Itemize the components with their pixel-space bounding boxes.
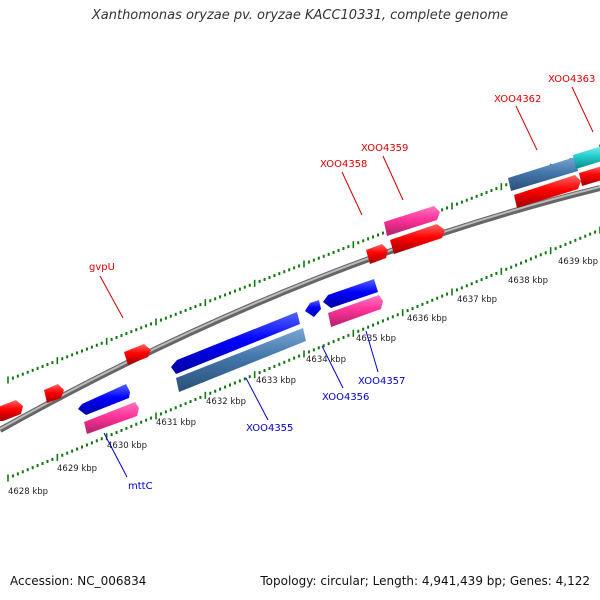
leader-lines	[99, 86, 594, 478]
gene-label-xoo4356[interactable]: XOO4356	[322, 392, 369, 403]
gene-label-xoo4363[interactable]: XOO4363	[548, 74, 595, 85]
kbp-labels: 4628 kbp 4629 kbp 4630 kbp 4631 kbp 4632…	[8, 257, 598, 497]
gene-label-xoo4359[interactable]: XOO4359	[361, 143, 408, 154]
kbp-label: 4639 kbp	[558, 257, 598, 267]
feature-rna[interactable]	[328, 295, 383, 327]
feature-cds[interactable]	[323, 279, 378, 308]
feature-cds[interactable]	[579, 166, 600, 186]
gene-label-xoo4358[interactable]: XOO4358	[320, 159, 367, 170]
feature-cds[interactable]	[305, 300, 321, 317]
backbone	[0, 185, 600, 433]
feature-cds[interactable]	[0, 400, 23, 421]
feature-cds[interactable]	[44, 384, 64, 403]
kbp-label: 4630 kbp	[107, 441, 147, 451]
kbp-label: 4631 kbp	[156, 418, 196, 428]
kbp-label: 4628 kbp	[8, 487, 48, 497]
feature-cds[interactable]	[78, 384, 130, 415]
map-title: Xanthomonas oryzae pv. oryzae KACC10331,…	[91, 8, 509, 23]
kbp-label: 4637 kbp	[457, 295, 497, 305]
gene-label-mttc[interactable]: mttC	[128, 481, 153, 492]
genome-summary-text: Topology: circular; Length: 4,941,439 bp…	[260, 574, 590, 588]
kbp-label: 4634 kbp	[306, 355, 346, 365]
feature-rna[interactable]	[84, 402, 139, 434]
feature-cds[interactable]	[366, 244, 388, 264]
gene-label-xoo4362[interactable]: XOO4362	[494, 94, 541, 105]
gene-label-gvpu[interactable]: gvpU	[89, 262, 115, 273]
gene-label-xoo4357[interactable]: XOO4357	[358, 376, 405, 387]
kbp-label: 4633 kbp	[256, 376, 296, 386]
forward-features	[0, 146, 600, 421]
accession-text: Accession: NC_006834	[10, 574, 147, 588]
gene-labels: gvpU XOO4358 XOO4359 XOO4362 XOO4363 mtt…	[89, 74, 595, 492]
kbp-label: 4635 kbp	[356, 334, 396, 344]
kbp-label: 4629 kbp	[57, 464, 97, 474]
kbp-label: 4632 kbp	[206, 397, 246, 407]
feature-rna[interactable]	[384, 206, 440, 236]
kbp-label: 4636 kbp	[407, 314, 447, 324]
feature-cds[interactable]	[171, 312, 300, 374]
feature-pale[interactable]	[508, 157, 578, 191]
reverse-features	[78, 279, 383, 434]
gene-label-xoo4355[interactable]: XOO4355	[246, 423, 293, 434]
feature-pale[interactable]	[176, 328, 306, 392]
tick-tracks	[7, 144, 600, 482]
kbp-label: 4638 kbp	[508, 276, 548, 286]
feature-cds[interactable]	[390, 224, 445, 254]
feature-cds[interactable]	[514, 175, 581, 208]
feature-cyan[interactable]	[573, 146, 600, 169]
feature-cds[interactable]	[124, 344, 151, 365]
